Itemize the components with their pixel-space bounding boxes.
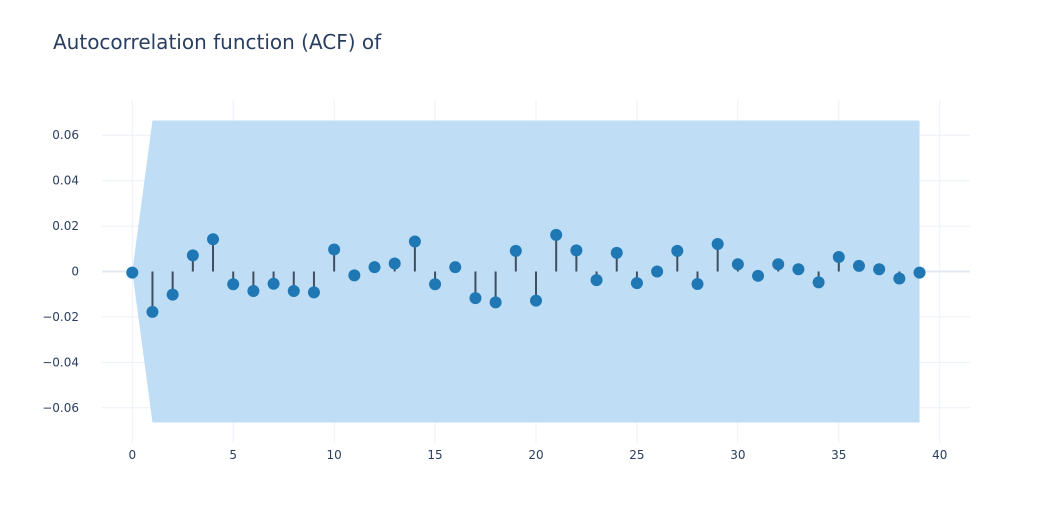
- acf-point: [368, 261, 381, 274]
- acf-point: [752, 269, 765, 282]
- confidence-band: [132, 120, 920, 423]
- acf-point: [489, 296, 502, 309]
- acf-point: [126, 266, 139, 279]
- acf-point: [590, 274, 603, 287]
- acf-point: [691, 277, 704, 290]
- x-tick-label: 5: [229, 448, 237, 462]
- y-tick-label: 0.02: [52, 219, 79, 233]
- acf-point: [449, 261, 462, 274]
- acf-point: [247, 285, 260, 298]
- acf-point: [307, 286, 320, 299]
- acf-point: [812, 276, 825, 289]
- acf-point: [530, 294, 542, 307]
- acf-point: [186, 249, 199, 262]
- acf-point: [408, 235, 421, 248]
- acf-point: [711, 238, 724, 251]
- y-tick-label: 0.04: [52, 174, 79, 188]
- acf-point: [287, 285, 300, 298]
- acf-point: [630, 277, 643, 290]
- y-tick-label: 0: [71, 265, 79, 279]
- acf-point: [671, 244, 684, 257]
- acf-point: [469, 292, 482, 305]
- acf-point: [832, 250, 845, 263]
- acf-point: [146, 305, 159, 318]
- x-tick-label: 20: [528, 448, 543, 462]
- x-tick-label: 40: [932, 448, 947, 462]
- y-tick-label: −0.04: [42, 355, 79, 369]
- acf-point: [550, 228, 563, 241]
- x-tick-label: 10: [326, 448, 341, 462]
- acf-point: [227, 278, 240, 291]
- acf-point: [852, 259, 865, 272]
- x-tick-label: 35: [831, 448, 846, 462]
- acf-point: [348, 269, 361, 282]
- acf-point: [772, 258, 785, 271]
- chart-title: Autocorrelation function (ACF) of: [53, 30, 382, 54]
- y-tick-label: −0.02: [42, 310, 79, 324]
- acf-point: [792, 263, 805, 276]
- acf-point: [166, 288, 179, 301]
- x-axis-ticks: 0 5 10 15 20 25 30 35 40: [128, 448, 947, 462]
- x-tick-label: 0: [128, 448, 136, 462]
- x-tick-label: 25: [629, 448, 644, 462]
- acf-point: [610, 246, 623, 259]
- acf-point: [731, 258, 744, 271]
- acf-point: [388, 257, 401, 270]
- x-tick-label: 15: [427, 448, 442, 462]
- acf-point: [328, 243, 341, 256]
- acf-point: [913, 266, 926, 279]
- confidence-band-area: [132, 120, 920, 423]
- acf-point: [893, 272, 906, 285]
- acf-point: [570, 244, 583, 257]
- acf-point: [429, 278, 442, 291]
- acf-point: [509, 244, 522, 257]
- acf-point: [207, 233, 220, 246]
- y-axis-ticks: 0.06 0.04 0.02 0 −0.02 −0.04 −0.06: [42, 128, 79, 415]
- acf-point: [267, 277, 280, 290]
- acf-point: [651, 265, 664, 278]
- y-tick-label: −0.06: [42, 401, 79, 415]
- acf-point: [873, 263, 886, 276]
- x-tick-label: 30: [730, 448, 745, 462]
- y-tick-label: 0.06: [52, 128, 79, 142]
- acf-markers: [126, 228, 926, 318]
